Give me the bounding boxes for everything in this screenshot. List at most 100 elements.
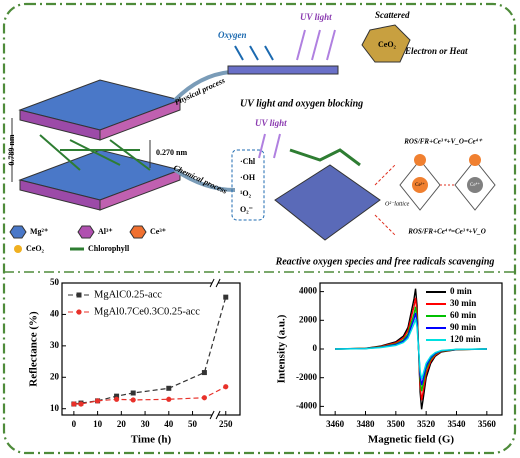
ion: Ce³⁺ [415, 182, 425, 188]
legend-label: Mg²⁺ [30, 227, 48, 236]
plot-frame [61, 282, 241, 416]
axis-break [212, 279, 219, 287]
reaction: ROS/FR+Ce³⁺+V_O=Ce⁴⁺ [403, 138, 483, 146]
process-label: Chemical process [172, 163, 228, 196]
x-tick-label: 3460 [326, 419, 345, 429]
y-tick-label: 50 [50, 277, 60, 287]
point [71, 401, 77, 407]
x-tick-label: 10 [93, 419, 103, 429]
species: ·OH [240, 173, 256, 182]
species-box [231, 149, 265, 221]
y-tick-label: 2000 [299, 314, 318, 324]
label: CeO₂ [378, 40, 397, 49]
y-tick-label: 40 [50, 308, 60, 318]
label: UV light [255, 118, 287, 128]
y-axis-title: Reflectance (%) [28, 311, 40, 387]
point [201, 395, 207, 401]
y-axis-title: Intensity (a.u.) [276, 314, 288, 383]
point [201, 370, 207, 376]
x-tick-label: 3520 [417, 419, 436, 429]
x-tick-label: 250 [219, 419, 233, 429]
x-tick-label: 3500 [387, 419, 406, 429]
oxygen-arrow [234, 45, 274, 61]
species: ¹O₂ [240, 189, 252, 198]
legend-label: 30 min [450, 298, 476, 308]
icon [9, 225, 27, 239]
y-tick-label: 4000 [299, 286, 318, 296]
result-label: UV light and oxygen blocking [240, 98, 363, 109]
x-axis-title: Time (h) [131, 434, 172, 446]
chlorophyll [289, 148, 361, 167]
axis-break [215, 410, 221, 420]
reaction: ROS/FR+Ce⁴⁺=Ce³⁺+V_O [407, 228, 486, 236]
legend-label: Ce³⁺ [150, 227, 166, 236]
point [78, 401, 84, 407]
series-line [335, 318, 487, 380]
uv-arrow [258, 133, 281, 159]
point [130, 397, 136, 403]
label: UV light [300, 12, 332, 22]
uv-arrow [296, 29, 336, 61]
point [130, 390, 136, 396]
y-tick-label: -2000 [296, 372, 317, 382]
x-tick-label: 50 [188, 419, 198, 429]
legend-label: 60 min [450, 310, 476, 320]
series-line [73, 296, 227, 405]
legend-label: MgAlC0.25-acc [94, 289, 162, 300]
label: Scattered [375, 10, 410, 20]
y-tick-label: -4000 [296, 400, 317, 410]
icon [77, 225, 95, 239]
x-tick-label: 3480 [357, 419, 376, 429]
x-tick-label: 3540 [448, 419, 467, 429]
frame [2, 2, 517, 455]
legend-label: 90 min [450, 322, 476, 332]
point [166, 396, 172, 402]
species: O₂⁻ [240, 205, 253, 214]
y-tick-label: 10 [50, 403, 60, 413]
label: Oxygen [218, 30, 247, 40]
x-tick-label: 30 [141, 419, 151, 429]
label: O²⁻lattice [385, 201, 410, 207]
x-axis-title: Magnetic field (G) [368, 434, 454, 446]
icon [14, 245, 22, 253]
arrow [173, 168, 236, 192]
layer [274, 164, 381, 241]
legend-label: 0 min [450, 286, 472, 296]
legend-label: Chlorophyll [88, 244, 130, 253]
x-tick-label: 40 [164, 419, 174, 429]
axis-break [209, 410, 215, 420]
axis-break [215, 278, 221, 288]
point [166, 385, 172, 391]
layer [227, 65, 339, 75]
legend-marker [76, 292, 82, 298]
spacing-label: 0.789 nm [7, 134, 16, 165]
legend-label: Al³⁺ [98, 227, 113, 236]
icon [129, 225, 147, 239]
y-tick-label: 20 [50, 371, 60, 381]
legend-label: CeO₂ [26, 244, 45, 253]
x-tick-label: 20 [117, 419, 127, 429]
point [114, 393, 120, 399]
y-tick-label: 30 [50, 340, 60, 350]
legend-label: MgAl0.7Ce0.3C0.25-acc [94, 306, 200, 317]
ion: Ce⁴⁺ [470, 182, 480, 188]
crystal [361, 24, 411, 63]
point [223, 294, 229, 300]
label: Electron or Heat [404, 46, 468, 56]
species: ·Chl [240, 157, 256, 166]
axis-break [209, 278, 215, 288]
x-tick-label: 0 [72, 419, 77, 429]
legend-label: 120 min [450, 334, 481, 344]
cluster [399, 154, 496, 211]
point [223, 384, 229, 390]
axis-break [212, 411, 219, 419]
result-label: Reactive oxygen species and free radical… [275, 256, 495, 267]
point [113, 396, 120, 402]
y-tick-label: 0 [313, 343, 318, 353]
x-tick-label: 3560 [478, 419, 497, 429]
legend-marker [76, 309, 82, 315]
arrow [173, 70, 231, 102]
spacing-label: 0.270 nm [156, 148, 187, 157]
series-line [73, 386, 227, 405]
